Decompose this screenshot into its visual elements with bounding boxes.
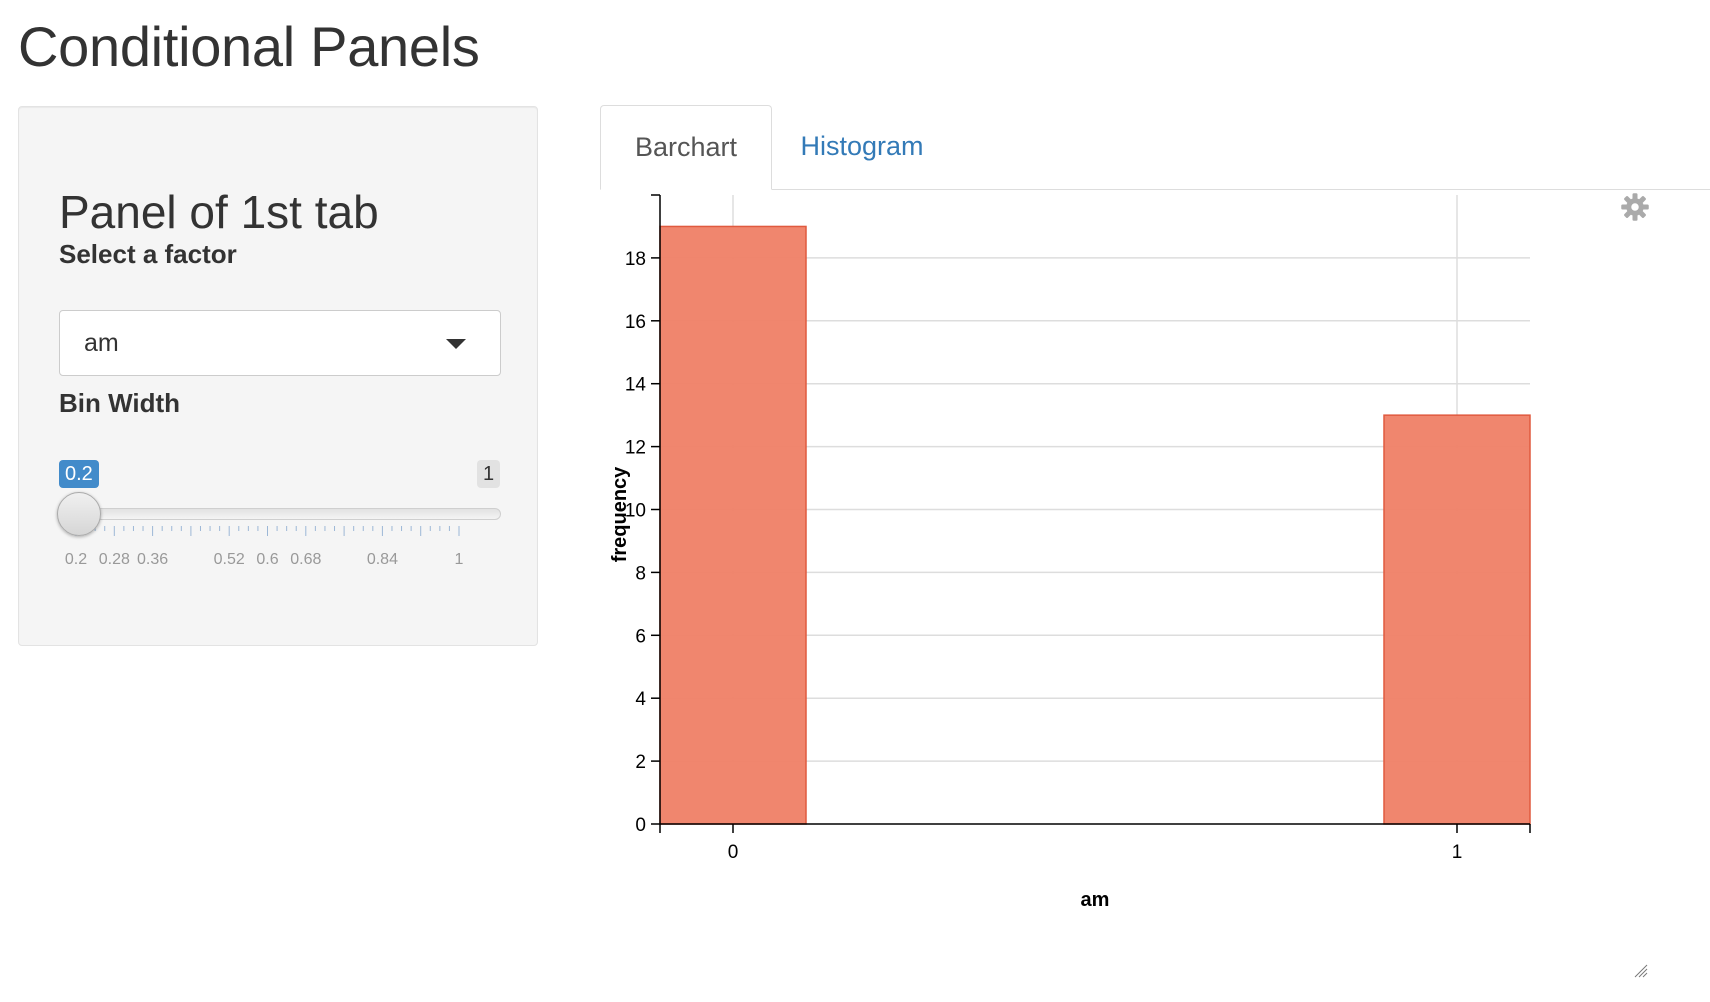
slider-grid-label: 1 xyxy=(454,551,464,568)
y-tick-label: 16 xyxy=(625,312,646,333)
factor-select-label: Select a factor xyxy=(59,239,237,269)
panel-heading: Panel of 1st tab xyxy=(59,186,379,238)
y-tick-label: 2 xyxy=(635,752,646,773)
slider-max-badge: 1 xyxy=(477,460,501,488)
y-tick-label: 12 xyxy=(625,438,646,459)
slider-grid-label: 0.36 xyxy=(137,551,169,568)
slider-track[interactable] xyxy=(59,508,501,520)
y-tick-label: 6 xyxy=(635,626,646,647)
factor-select-value: am xyxy=(84,329,119,357)
slider-value-badge: 0.2 xyxy=(59,460,99,488)
bar-0 xyxy=(659,225,807,825)
chart-axes: 0 2 4 6 8 10 12 14 16 18 0 1 xyxy=(625,194,1531,863)
x-tick-label: 0 xyxy=(728,842,739,863)
sidebar-panel: Panel of 1st tab Select a factor am Bin … xyxy=(18,106,538,646)
page-title: Conditional Panels xyxy=(18,15,480,78)
y-tick-label: 18 xyxy=(625,249,646,270)
tab-bar: Barchart Histogram xyxy=(600,105,1710,190)
tab-histogram[interactable]: Histogram xyxy=(800,131,924,161)
slider-grid-label: 0.52 xyxy=(213,551,245,568)
y-tick-label: 0 xyxy=(635,815,646,836)
y-tick-label: 14 xyxy=(625,375,647,396)
bin-width-label: Bin Width xyxy=(59,388,181,418)
slider-grid-label: 0.28 xyxy=(98,551,130,568)
x-axis-label: am xyxy=(1081,889,1110,911)
slider-grid-label: 0.2 xyxy=(64,551,88,568)
slider-handle[interactable] xyxy=(57,492,101,536)
factor-select[interactable]: am xyxy=(59,310,501,376)
y-axis-label: frequency xyxy=(609,466,631,562)
slider-grid-label: 0.6 xyxy=(256,551,279,568)
tab-barchart[interactable]: Barchart xyxy=(600,105,772,190)
y-tick-label: 8 xyxy=(635,563,646,584)
resize-handle-icon[interactable] xyxy=(1632,962,1648,978)
bar-chart: 0 2 4 6 8 10 12 14 16 18 0 1 am frequency xyxy=(609,194,1531,911)
bar-1 xyxy=(1383,414,1531,825)
chart-bars xyxy=(659,225,1531,825)
x-tick-label: 1 xyxy=(1452,842,1463,863)
y-tick-label: 10 xyxy=(625,501,646,522)
slider-grid-label: 0.84 xyxy=(366,551,398,568)
y-tick-label: 4 xyxy=(635,689,646,710)
slider-grid-label: 0.68 xyxy=(290,551,322,568)
gear-icon[interactable] xyxy=(1620,192,1650,222)
caret-down-icon xyxy=(446,339,466,349)
slider-ticks xyxy=(75,526,460,536)
